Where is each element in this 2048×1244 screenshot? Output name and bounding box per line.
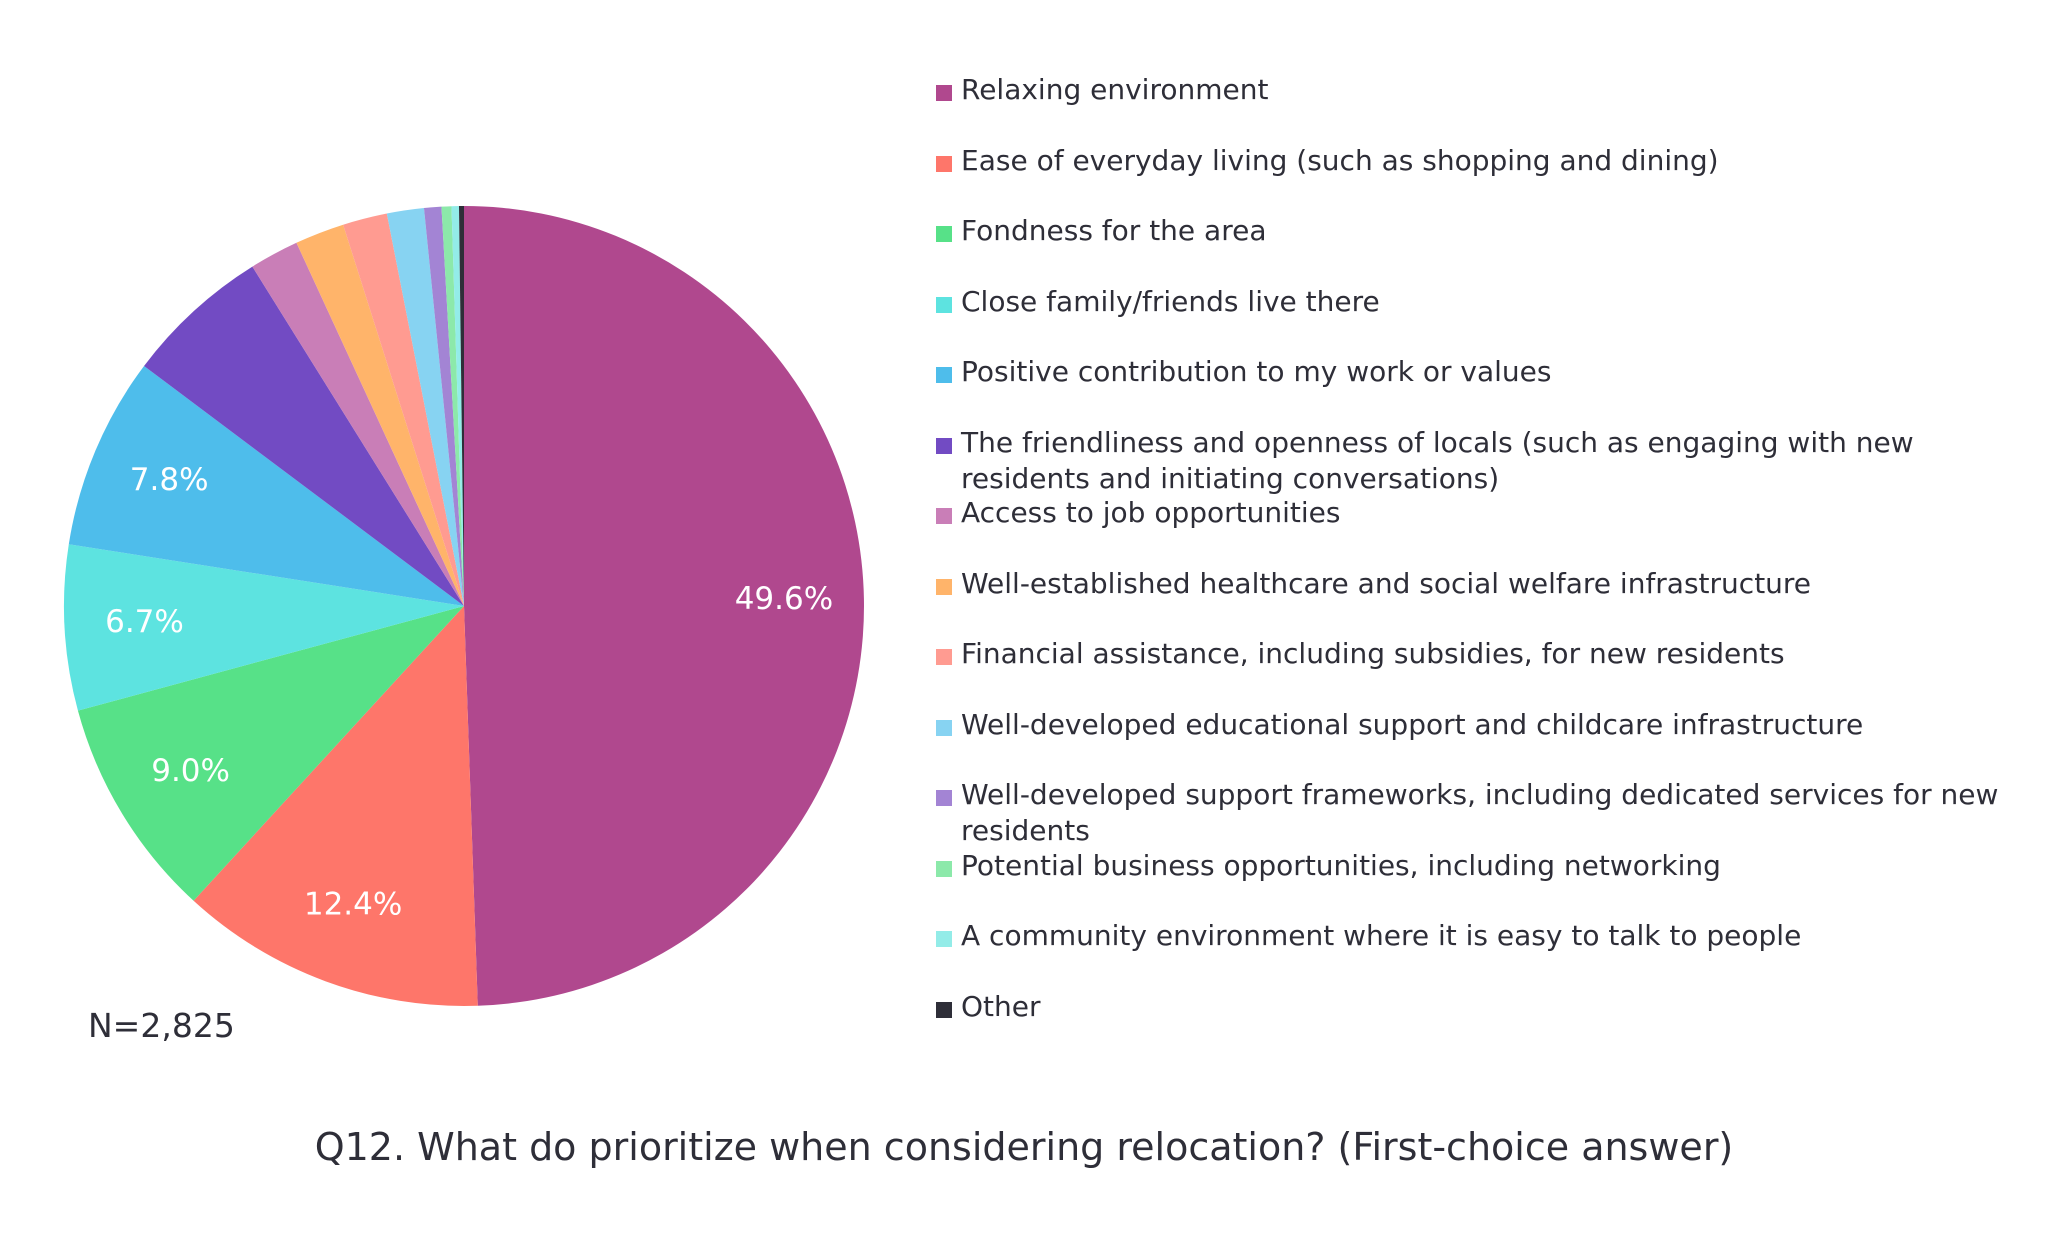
pie-slice	[386, 208, 464, 606]
legend-swatch	[936, 719, 952, 736]
legend-label: Positive contribution to my work or valu…	[961, 355, 1552, 388]
legend-swatch	[936, 790, 952, 806]
slice-value-label: 49.6%	[735, 581, 833, 617]
legend-label: Financial assistance, including subsidie…	[961, 637, 1785, 670]
legend-item: Well-developed support frameworks, inclu…	[936, 777, 2036, 849]
pie-slice	[451, 206, 464, 607]
legend-swatch	[936, 367, 952, 383]
legend-item: Well-developed educational support and c…	[936, 707, 2036, 743]
pie-slice	[193, 606, 478, 1006]
legend-item: Access to job opportunities	[936, 495, 2036, 531]
sample-size-note: N=2,825	[88, 1006, 235, 1045]
legend-label: Other	[961, 989, 1041, 1023]
pie-slice	[77, 606, 465, 901]
legend-swatch	[936, 1001, 952, 1018]
legend-label: Well-established healthcare and social w…	[961, 566, 1812, 600]
pie-slice	[458, 206, 464, 606]
legend-swatch	[936, 649, 952, 665]
pie-slice	[343, 213, 464, 607]
pie-chart: 49.6% 12.4% 9.0% 6.7% 7.8%	[63, 206, 864, 1006]
legend-swatch	[936, 437, 952, 454]
slice-value-label: 9.0%	[151, 753, 230, 789]
legend-label: Close family/friends live there	[961, 284, 1380, 318]
pie-slice	[296, 224, 464, 606]
legend-label: Potential business opportunities, includ…	[961, 848, 1721, 882]
legend-item: Close family/friends live there	[936, 284, 2036, 320]
legend-swatch	[936, 155, 952, 172]
legend-swatch	[936, 226, 952, 242]
legend-item: Positive contribution to my work or valu…	[936, 354, 2036, 390]
pie-slice	[252, 242, 464, 606]
pie-slice	[464, 206, 864, 1006]
pie-slice	[144, 266, 464, 606]
legend-swatch	[936, 296, 952, 313]
slice-value-label: 7.8%	[130, 462, 209, 498]
pie-slice	[423, 206, 464, 606]
legend-item: Potential business opportunities, includ…	[936, 848, 2036, 884]
legend-swatch	[936, 931, 952, 947]
legend-item: The friendliness and openness of locals …	[936, 425, 2036, 497]
legend-item: Fondness for the area	[936, 213, 2036, 249]
legend-item: Other	[936, 989, 2036, 1025]
legend-label: Access to job opportunities	[961, 496, 1341, 529]
legend-swatch	[936, 578, 952, 595]
legend-label: The friendliness and openness of locals …	[961, 425, 1914, 495]
legend-swatch	[936, 85, 952, 101]
slice-value-label: 6.7%	[105, 604, 184, 640]
legend-swatch	[936, 508, 952, 524]
legend-item: Ease of everyday living (such as shoppin…	[936, 143, 2036, 179]
pie-slice	[63, 544, 464, 711]
legend-item: A community environment where it is easy…	[936, 918, 2036, 954]
pie-slice	[441, 206, 464, 606]
pie-slice	[68, 365, 464, 606]
legend-label: Fondness for the area	[961, 214, 1267, 247]
legend-swatch	[936, 860, 952, 877]
legend-item: Relaxing environment	[936, 72, 2036, 108]
legend-label: Relaxing environment	[961, 73, 1269, 106]
slice-value-label: 12.4%	[304, 887, 402, 923]
chart-title: Q12. What do prioritize when considering…	[314, 1125, 1734, 1169]
legend-label: Well-developed support frameworks, inclu…	[961, 778, 1999, 847]
legend-item: Well-established healthcare and social w…	[936, 566, 2036, 602]
legend-label: A community environment where it is easy…	[961, 919, 1802, 952]
legend-label: Ease of everyday living (such as shoppin…	[961, 143, 1719, 177]
legend-item: Financial assistance, including subsidie…	[936, 636, 2036, 672]
legend-label: Well-developed educational support and c…	[961, 707, 1864, 741]
